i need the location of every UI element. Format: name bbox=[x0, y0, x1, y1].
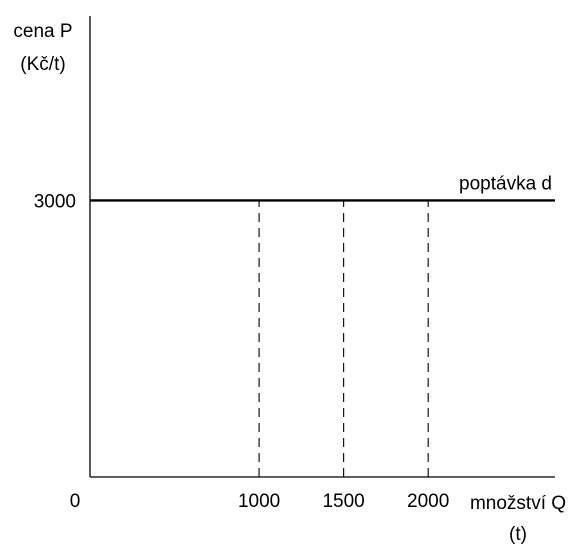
x-tick-label: 1500 bbox=[322, 491, 364, 512]
x-tick-label: 1000 bbox=[238, 491, 280, 512]
y-axis-label-line2: (Kč/t) bbox=[20, 54, 65, 75]
y-tick-label: 3000 bbox=[34, 191, 76, 212]
series-label: poptávka d bbox=[459, 173, 552, 194]
x-axis-label-line1: množství Q bbox=[470, 493, 566, 514]
y-axis-label-line1: cena P bbox=[13, 21, 72, 42]
x-tick-label: 2000 bbox=[407, 491, 449, 512]
x-axis-label-line2: (t) bbox=[509, 524, 527, 545]
origin-label: 0 bbox=[70, 491, 81, 512]
